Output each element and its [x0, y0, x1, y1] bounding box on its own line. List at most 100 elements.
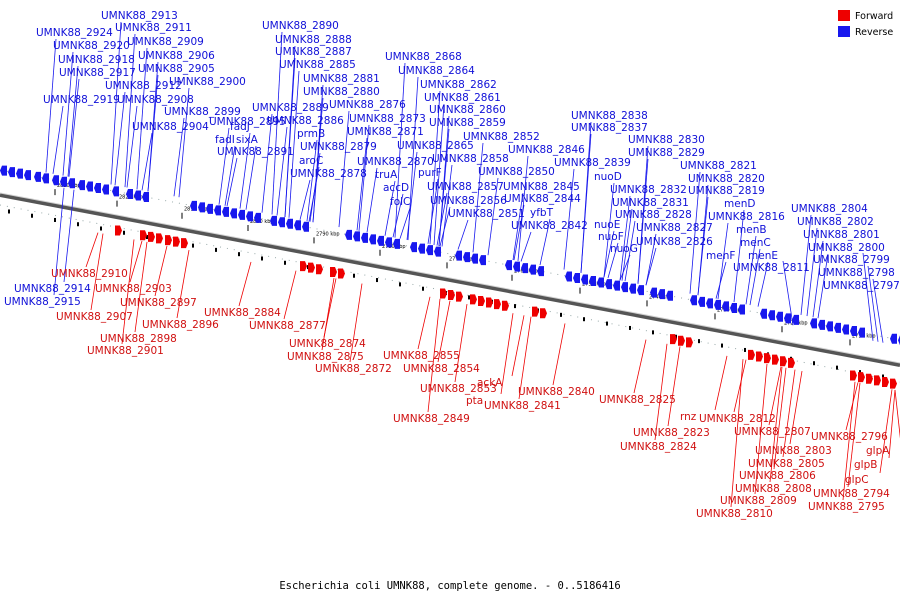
forward-gene-arrow	[316, 264, 323, 275]
reverse-gene-arrow	[246, 211, 253, 222]
reverse-gene-label: nuoG	[610, 243, 638, 255]
forward-gene-label: UMNK88_2897	[120, 297, 197, 309]
reverse-label-leader	[338, 110, 350, 228]
reverse-gene-label: UMNK88_2880	[303, 86, 380, 98]
reverse-gene-label: UMNK88_2842	[511, 220, 588, 232]
reverse-label-leader	[520, 231, 532, 262]
reverse-gene-label: UMNK88_2890	[262, 20, 339, 32]
reverse-gene-label: UMNK88_2830	[628, 134, 705, 146]
reverse-gene-label: UMNK88_2879	[300, 141, 377, 153]
reverse-gene-arrow	[230, 208, 237, 219]
reverse-gene-label: UMNK88_2839	[554, 157, 631, 169]
reverse-gene-arrow	[52, 175, 59, 186]
reverse-label-leader	[67, 65, 79, 177]
reverse-label-leader	[872, 278, 884, 343]
reverse-gene-label: UMNK88_2837	[571, 122, 648, 134]
forward-gene-arrow	[780, 356, 787, 367]
reverse-gene-arrow	[254, 212, 261, 223]
forward-gene-label: UMNK88_2840	[518, 386, 595, 398]
reverse-gene-label: UMNK88_2888	[275, 34, 352, 46]
reverse-label-leader	[689, 171, 701, 294]
forward-label-leader	[121, 239, 135, 345]
reverse-gene-arrow	[581, 274, 588, 285]
reverse-gene-arrow	[142, 191, 149, 202]
forward-label-leader	[417, 296, 431, 350]
feature-mark	[215, 247, 217, 252]
reverse-label-leader	[733, 209, 745, 303]
forward-label-leader	[733, 359, 747, 413]
forward-gene-arrow	[764, 353, 771, 364]
reverse-label-leader	[53, 187, 65, 296]
reverse-gene-arrow	[463, 252, 470, 263]
reverse-gene-arrow	[345, 229, 352, 240]
reverse-gene-arrow	[479, 255, 486, 266]
reverse-gene-label: UMNK88_2819	[688, 185, 765, 197]
reverse-gene-label: UMNK88_2908	[117, 94, 194, 106]
reverse-label-leader	[607, 242, 619, 279]
reverse-gene-label: nuoE	[594, 219, 620, 231]
feature-mark	[422, 286, 424, 291]
reverse-label-leader	[457, 219, 469, 250]
reverse-gene-label: UMNK88_2811	[733, 262, 810, 274]
forward-gene-label: UMNK88_2796	[811, 431, 888, 443]
forward-gene-label: UMNK88_2795	[808, 501, 885, 513]
reverse-label-leader	[45, 38, 57, 173]
reverse-gene-arrow	[8, 167, 15, 178]
reverse-label-leader	[472, 142, 484, 253]
forward-gene-label: UMNK88_2896	[142, 319, 219, 331]
feature-mark	[284, 260, 286, 265]
forward-label-leader	[768, 366, 782, 426]
reverse-label-leader	[173, 117, 185, 197]
reverse-gene-arrow	[112, 186, 119, 197]
forward-gene-label: UMNK88_2812	[699, 413, 776, 425]
forward-label-leader	[90, 233, 104, 311]
reverse-gene-arrow	[850, 326, 857, 337]
reverse-label-leader	[806, 227, 818, 317]
feature-mark	[629, 325, 631, 330]
feature-mark	[652, 330, 654, 335]
reverse-label-leader	[433, 103, 445, 246]
forward-label-leader	[500, 313, 514, 395]
reverse-label-leader	[356, 137, 368, 231]
reverse-gene-label: UMNK88_2828	[615, 209, 692, 221]
reverse-gene-label: fadI	[215, 134, 235, 146]
reverse-gene-arrow	[471, 253, 478, 264]
reverse-label-leader	[218, 127, 230, 205]
feature-mark	[583, 317, 585, 322]
forward-gene-arrow	[756, 351, 763, 362]
reverse-gene-label: UMNK88_2881	[303, 73, 380, 85]
reverse-genes	[0, 165, 900, 346]
reverse-gene-label: UMNK88_2838	[571, 110, 648, 122]
reverse-label-leader	[299, 179, 311, 220]
forward-gene-arrow	[874, 375, 881, 386]
reverse-gene-label: UMNK88_2873	[349, 113, 426, 125]
reverse-label-leader	[110, 21, 122, 185]
reverse-gene-label: UMNK88_2845	[503, 181, 580, 193]
forward-label-leader	[789, 370, 803, 445]
reverse-gene-arrow	[890, 333, 897, 344]
reverse-label-leader	[399, 207, 411, 239]
forward-label-leader	[518, 316, 532, 400]
reverse-gene-arrow	[369, 234, 376, 245]
tick-label: 2780 kbp	[382, 244, 406, 250]
feature-mark	[859, 370, 861, 375]
reverse-label-leader	[284, 57, 296, 217]
reverse-gene-label: nuoD	[594, 171, 622, 183]
reverse-gene-label: UMNK88_2876	[329, 99, 406, 111]
forward-label-leader	[773, 367, 787, 470]
forward-label-leader	[842, 381, 856, 501]
reverse-label-leader	[245, 145, 257, 210]
forward-gene-label: glpC	[845, 474, 869, 486]
reverse-label-leader	[358, 124, 370, 231]
reverse-gene-label: UMNK88_2915	[4, 296, 81, 308]
reverse-label-leader	[308, 166, 320, 222]
reverse-gene-label: UMNK88_2801	[803, 229, 880, 241]
reverse-gene-arrow	[286, 218, 293, 229]
forward-label-leader	[847, 382, 861, 488]
forward-gene-arrow	[181, 238, 188, 249]
forward-gene-label: UMNK88_2884	[204, 307, 281, 319]
reverse-label-leader	[392, 193, 404, 238]
forward-gene-arrow	[156, 233, 163, 244]
feature-mark	[123, 230, 125, 235]
reverse-gene-label: UMNK88_2829	[628, 147, 705, 159]
